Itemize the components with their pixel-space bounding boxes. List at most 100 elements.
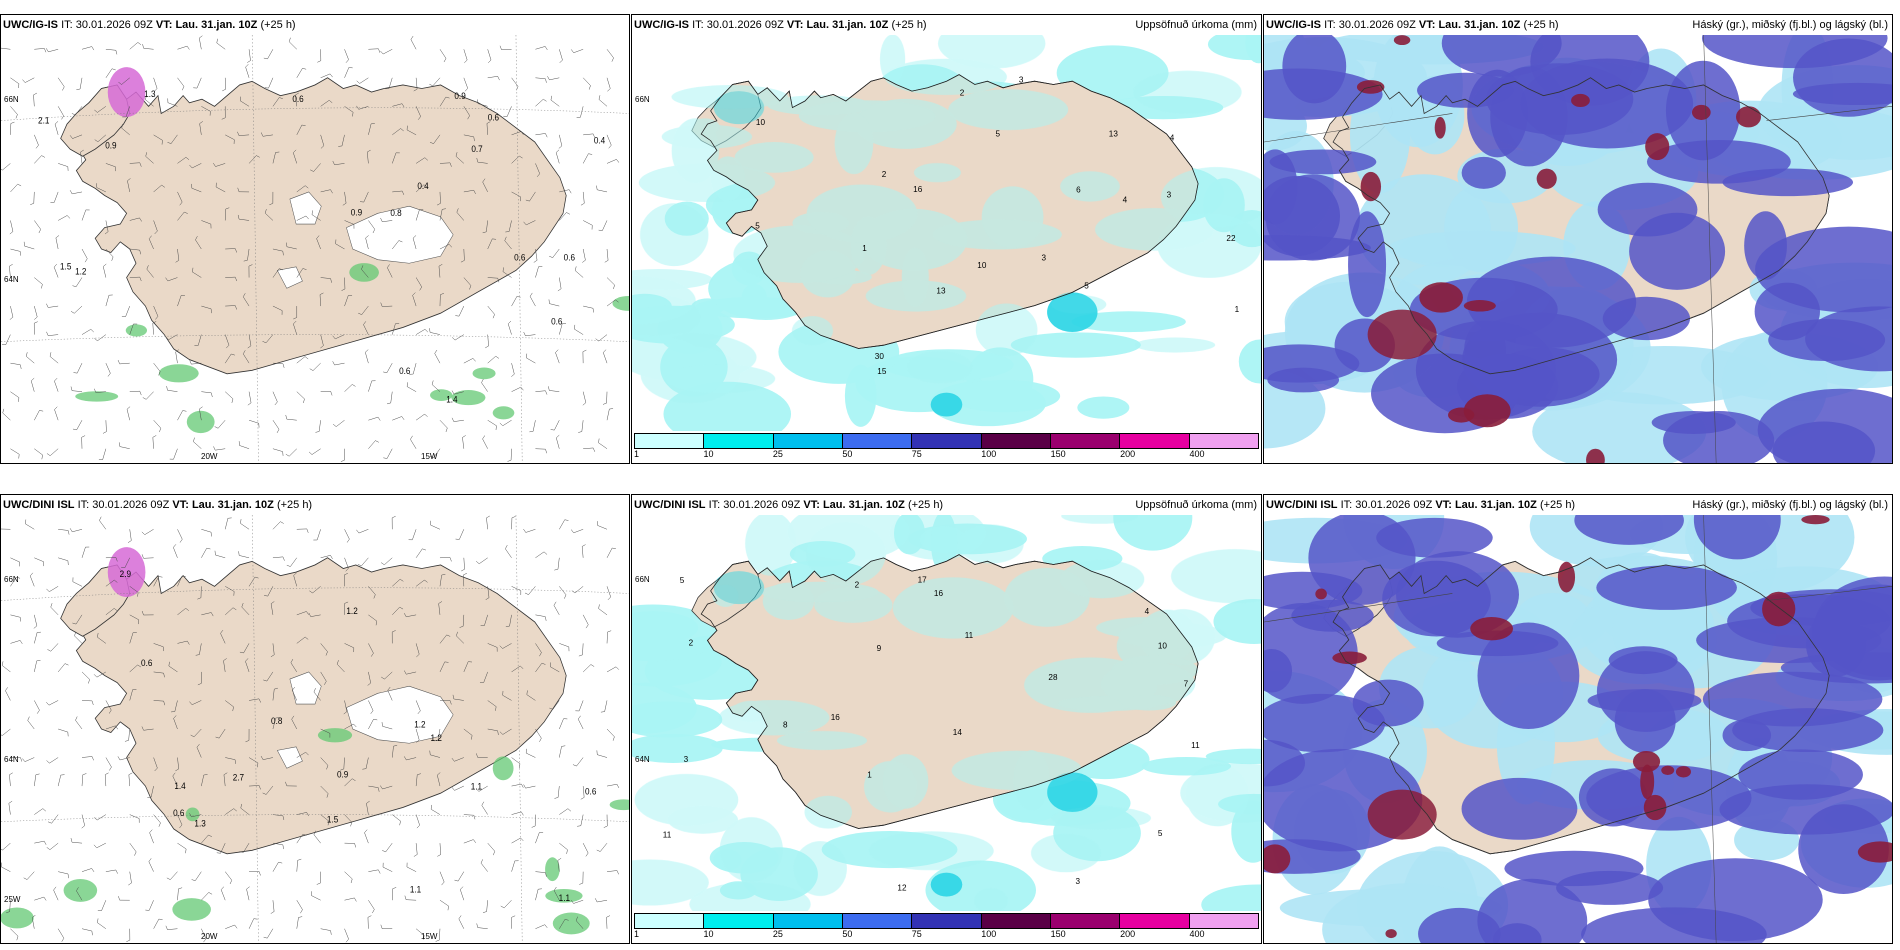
wind-barb xyxy=(368,869,381,874)
precip-value-label: 3 xyxy=(1167,189,1172,199)
wind-barb xyxy=(487,700,497,711)
wind-barb xyxy=(340,448,345,462)
wind-barb xyxy=(153,814,161,827)
wind-barb xyxy=(264,209,274,221)
wind-barb xyxy=(127,529,132,543)
wind-barb xyxy=(582,248,586,263)
wind-barb xyxy=(177,45,190,50)
vt-label: VT: xyxy=(155,19,173,31)
wind-barb xyxy=(54,406,59,421)
wind-barb xyxy=(479,671,488,683)
wind-barb xyxy=(595,898,608,903)
wind-barb xyxy=(344,529,350,543)
map-area: 1 5 4 3 5 13 3 3 5 4 2 22 15 16 10 6 30 13 10 2 1 xyxy=(632,35,1261,431)
snow-value-label: 1.3 xyxy=(194,818,205,829)
wind-barb xyxy=(523,784,536,789)
wind-barb xyxy=(242,350,250,364)
wind-barb xyxy=(368,48,381,53)
wind-barb xyxy=(548,386,560,392)
wind-barb xyxy=(296,636,309,644)
wind-barb xyxy=(220,629,226,644)
wind-barb xyxy=(177,156,190,164)
colorbar-label: 1 xyxy=(634,929,640,939)
wind-barb xyxy=(575,700,584,712)
wind-barb xyxy=(10,928,19,941)
wind-barb xyxy=(499,728,512,735)
wind-barb xyxy=(225,586,235,596)
wind-barb xyxy=(461,557,465,572)
wind-barb xyxy=(316,871,321,885)
wind-barb xyxy=(1,47,11,50)
wind-barb xyxy=(272,305,283,315)
wind-barb xyxy=(225,871,233,885)
wind-barb xyxy=(600,700,608,713)
wind-barb xyxy=(286,557,297,567)
colorbar-swatch xyxy=(842,434,913,448)
wind-barb xyxy=(10,121,15,135)
wind-barb xyxy=(344,814,353,827)
wind-barb xyxy=(54,121,59,135)
wind-barb xyxy=(578,420,584,433)
wind-barb xyxy=(272,97,283,107)
wind-barb xyxy=(296,611,309,616)
wind-barb xyxy=(438,264,443,278)
wind-barb xyxy=(263,671,274,682)
wind-barb xyxy=(366,800,370,815)
wind-barb xyxy=(47,643,59,652)
wind-barb xyxy=(81,209,90,221)
snow-value-label: 0.9 xyxy=(454,91,465,102)
snow-value-label: 0.6 xyxy=(141,658,152,669)
wind-barb xyxy=(272,448,284,456)
wind-barb xyxy=(129,842,137,856)
wind-barb xyxy=(392,814,401,826)
wind-barb xyxy=(201,834,212,844)
colorbar-swatch xyxy=(981,914,1051,928)
wind-barb xyxy=(556,434,560,449)
wind-barb xyxy=(344,557,349,572)
wind-barb xyxy=(118,442,130,449)
wind-barb xyxy=(533,248,538,263)
wind-barb xyxy=(367,671,371,686)
wind-barb xyxy=(320,134,325,149)
wind-barb xyxy=(503,106,512,117)
wind-barb xyxy=(34,448,43,460)
wind-barb xyxy=(606,666,619,673)
snow-value-label: 1.2 xyxy=(346,606,357,617)
wind-barb xyxy=(189,813,202,818)
wind-barb xyxy=(316,235,321,250)
wind-barb xyxy=(487,419,497,431)
wind-barb xyxy=(313,688,321,701)
wind-barb xyxy=(167,98,178,107)
wind-barb xyxy=(412,292,417,307)
wind-barb xyxy=(81,756,94,761)
wind-barb xyxy=(171,700,178,713)
wind-barb xyxy=(535,98,547,107)
wind-barb xyxy=(248,264,253,278)
wind-barb xyxy=(320,785,329,798)
wind-barb xyxy=(153,671,165,678)
wind-barb xyxy=(201,774,208,787)
wind-barb xyxy=(580,191,585,206)
panel-cloud-row1: UWC/IG-IS IT: 30.01.2026 09Z VT: Lau. 31… xyxy=(1263,14,1893,464)
wind-barb xyxy=(380,217,393,223)
precip-value-label: 10 xyxy=(1158,640,1167,650)
init-time: 30.01.2026 09Z xyxy=(75,19,153,31)
wind-barb xyxy=(597,521,608,530)
wind-barb xyxy=(452,694,464,701)
wind-barb xyxy=(201,106,211,116)
wind-barb xyxy=(404,895,417,901)
wind-barb xyxy=(338,134,345,147)
precip-value-label: 12 xyxy=(897,882,906,892)
wind-barb xyxy=(332,419,345,427)
wind-barb xyxy=(429,750,441,758)
wind-barb xyxy=(58,871,69,879)
wind-barb xyxy=(341,277,346,291)
wind-barb xyxy=(145,900,154,911)
snow-value-label: 0.6 xyxy=(585,786,596,797)
wind-barb xyxy=(102,263,107,278)
wind-barb xyxy=(344,384,356,392)
wind-barb xyxy=(201,391,213,398)
wind-barb xyxy=(285,781,297,787)
wind-barb xyxy=(410,35,417,50)
wind-barb xyxy=(153,420,162,433)
